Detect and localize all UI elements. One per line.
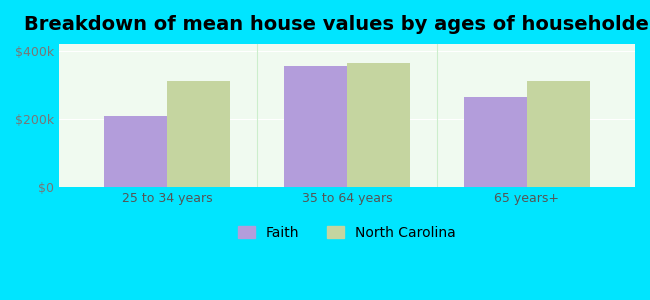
Title: Breakdown of mean house values by ages of householders: Breakdown of mean house values by ages o… [24, 15, 650, 34]
Bar [347, 63, 410, 188]
Bar [464, 97, 527, 188]
Bar [284, 66, 347, 188]
Legend: Faith, North Carolina: Faith, North Carolina [233, 220, 462, 245]
Bar [167, 82, 230, 188]
Bar [104, 116, 167, 188]
Bar [527, 82, 590, 188]
